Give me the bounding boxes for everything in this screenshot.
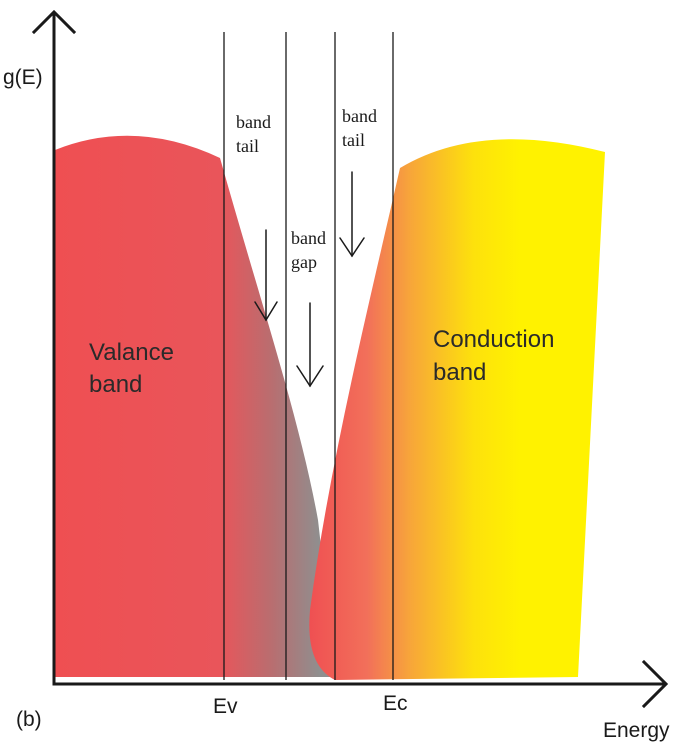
band-gap-label-line1: band	[291, 228, 326, 248]
valence-band-region	[55, 135, 335, 677]
band-tail-right-label-line1: band	[342, 106, 377, 126]
y-axis-arrowhead-icon	[31, 9, 77, 35]
band-tail-left-label-line1: band	[236, 112, 271, 132]
panel-label: (b)	[16, 708, 42, 731]
x-axis-arrowhead-icon	[641, 659, 669, 709]
ec-label: Ec	[383, 692, 408, 715]
band-tail-left-label-line2: tail	[236, 136, 259, 156]
y-axis-label: g(E)	[3, 66, 43, 89]
band-gap-label-line2: gap	[291, 252, 317, 272]
axes	[31, 9, 669, 709]
valence-band-label-line2: band	[89, 371, 142, 398]
conduction-band-region	[309, 139, 605, 680]
valence-band-label-line1: Valance	[89, 339, 174, 366]
down-arrows	[254, 171, 365, 388]
x-axis-label: Energy	[603, 719, 670, 742]
down-arrow-icon	[339, 171, 365, 258]
energy-reference-lines	[223, 32, 394, 680]
down-arrow-icon	[296, 302, 324, 388]
conduction-band-label-line2: band	[433, 359, 486, 386]
down-arrow-icon	[254, 229, 278, 322]
band-tail-right-label-line2: tail	[342, 130, 365, 150]
conduction-band-label-line1: Conduction	[433, 326, 554, 353]
ev-label: Ev	[213, 695, 238, 718]
